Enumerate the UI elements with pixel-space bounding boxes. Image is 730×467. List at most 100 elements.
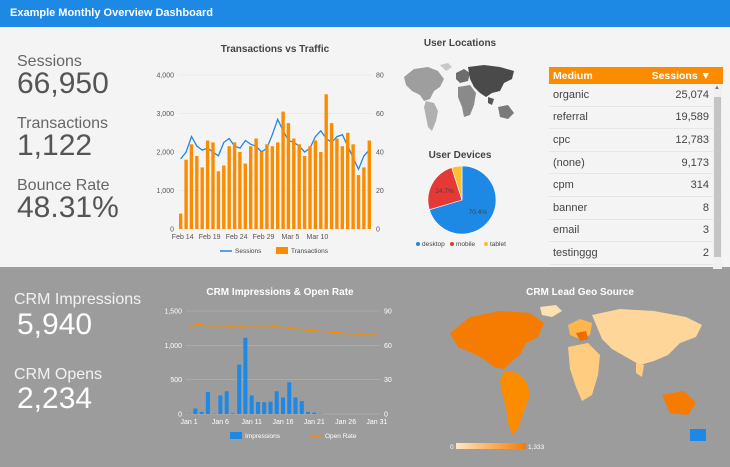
user-devices-title: User Devices (428, 150, 492, 161)
transactions-bar (179, 213, 183, 229)
impressions-bar (218, 395, 223, 414)
right-axis-tick: 90 (384, 309, 392, 316)
bounce-rate-label: Bounce Rate (17, 177, 110, 194)
transactions-value: 1,122 (17, 129, 93, 162)
geo-legend-max: 1,333 (528, 444, 545, 451)
legend-dot (416, 242, 420, 246)
transactions-bar (184, 159, 188, 229)
medium-cell: cpm (549, 173, 621, 197)
impressions-bar (224, 391, 229, 414)
impressions-bar (243, 337, 248, 414)
right-axis-tick: 40 (376, 150, 384, 157)
open-rate-line (188, 324, 377, 336)
sessions-cell: 12,783 (621, 128, 723, 152)
transactions-bar (270, 146, 274, 229)
table-row[interactable]: cpm 314 (549, 173, 723, 197)
transactions-bar (205, 140, 210, 229)
sessions-column-header[interactable]: Sessions ▼ (621, 67, 723, 84)
transactions-bar (362, 167, 366, 229)
transactions-bar (367, 140, 371, 229)
medium-cell: email (549, 219, 621, 243)
transactions-bar (243, 163, 247, 229)
sessions-cell: 8 (621, 196, 723, 220)
pie-slice-label: 24.7% (435, 188, 454, 195)
sessions-cell: 19,589 (621, 106, 723, 130)
sessions-cell: 9,173 (621, 151, 723, 175)
legend-dot (484, 242, 488, 246)
transactions-bar (319, 152, 323, 229)
pie-slice-mobile (427, 167, 463, 211)
sessions-cell: 25,074 (621, 84, 723, 107)
transactions-label: Transactions (17, 115, 108, 132)
impressions-bar (193, 408, 198, 414)
impressions-bar (237, 364, 242, 414)
transactions-bar (216, 171, 221, 230)
legend-label: Transactions (291, 248, 329, 255)
table-row[interactable]: testinggg 2 (549, 241, 723, 265)
impressions-bar (299, 401, 304, 414)
left-axis-tick: 1,000 (164, 343, 182, 350)
table-scrollbar-thumb[interactable] (714, 97, 721, 257)
right-axis-tick: 80 (376, 73, 384, 80)
pie-legend-label: tablet (490, 241, 506, 248)
x-axis-tick: Jan 31 (366, 419, 387, 426)
transactions-bar (195, 155, 199, 229)
right-axis-tick: 30 (384, 377, 392, 384)
transactions-bar (324, 94, 328, 230)
sessions-label: Sessions (17, 53, 82, 70)
medium-cell: (none) (549, 151, 621, 175)
transactions-bar (308, 146, 312, 229)
transactions-bar (254, 138, 258, 229)
impressions-bar (281, 397, 285, 414)
dashboard-title: Example Monthly Overview Dashboard (10, 7, 213, 19)
crm-chart-title: CRM Impressions & Open Rate (206, 287, 354, 298)
traffic-chart-title: Transactions vs Traffic (220, 44, 330, 55)
transactions-bar (189, 144, 194, 229)
impressions-bar (287, 382, 292, 414)
x-axis-tick: Feb 19 (199, 234, 221, 241)
x-axis-tick: Feb 14 (172, 234, 194, 241)
table-row[interactable]: referral 19,589 (549, 106, 723, 130)
table-row[interactable]: (none) 9,173 (549, 151, 723, 175)
transactions-bar (340, 146, 344, 229)
scroll-up-icon[interactable]: ▲ (714, 85, 720, 91)
table-header-row: Medium Sessions ▼ (549, 67, 723, 84)
transactions-bar (351, 144, 355, 229)
medium-cell: cpc (549, 128, 621, 152)
pie-slice-desktop (429, 165, 497, 235)
transactions-bar (211, 142, 215, 229)
transactions-bar (286, 123, 291, 229)
legend-label: Impressions (245, 433, 281, 440)
sessions-value: 66,950 (17, 67, 109, 100)
impressions-bar (249, 395, 254, 414)
transactions-bar (222, 165, 226, 229)
bounce-rate-value: 48.31% (17, 191, 119, 224)
x-axis-tick: Jan 1 (181, 419, 198, 426)
legend-label: Sessions (235, 248, 262, 255)
impressions-bar (256, 402, 260, 414)
sessions-cell: 3 (621, 219, 723, 243)
transactions-bar (356, 175, 361, 229)
transactions-bar (238, 152, 242, 229)
right-axis-tick: 60 (384, 343, 392, 350)
transactions-bar (265, 144, 269, 229)
x-axis-tick: Jan 16 (272, 419, 293, 426)
table-row[interactable]: email 3 (549, 219, 723, 243)
medium-column-header[interactable]: Medium (549, 67, 621, 84)
pie-legend-label: desktop (422, 241, 445, 248)
crm-impressions-open-rate-chart: 0 500 1,000 1,500 0 30 60 90 Jan 1 Jan 6 Jan 11 Jan… (164, 309, 392, 441)
left-axis-tick: 3,000 (156, 111, 174, 118)
table-row[interactable]: cpc 12,783 (549, 128, 723, 152)
right-axis-tick: 20 (376, 188, 384, 195)
transactions-bar (281, 111, 285, 229)
crm-lead-geo-map (450, 305, 706, 441)
table-row[interactable]: organic 25,074 (549, 84, 723, 107)
transactions-bar (200, 167, 204, 229)
right-axis-tick: 0 (376, 227, 380, 234)
left-axis-tick: 0 (178, 412, 182, 419)
table-row[interactable]: banner 8 (549, 196, 723, 220)
left-axis-tick: 1,500 (164, 309, 182, 316)
x-axis-tick: Jan 26 (335, 419, 356, 426)
transactions-bar (259, 152, 264, 229)
left-axis-tick: 1,000 (156, 188, 174, 195)
